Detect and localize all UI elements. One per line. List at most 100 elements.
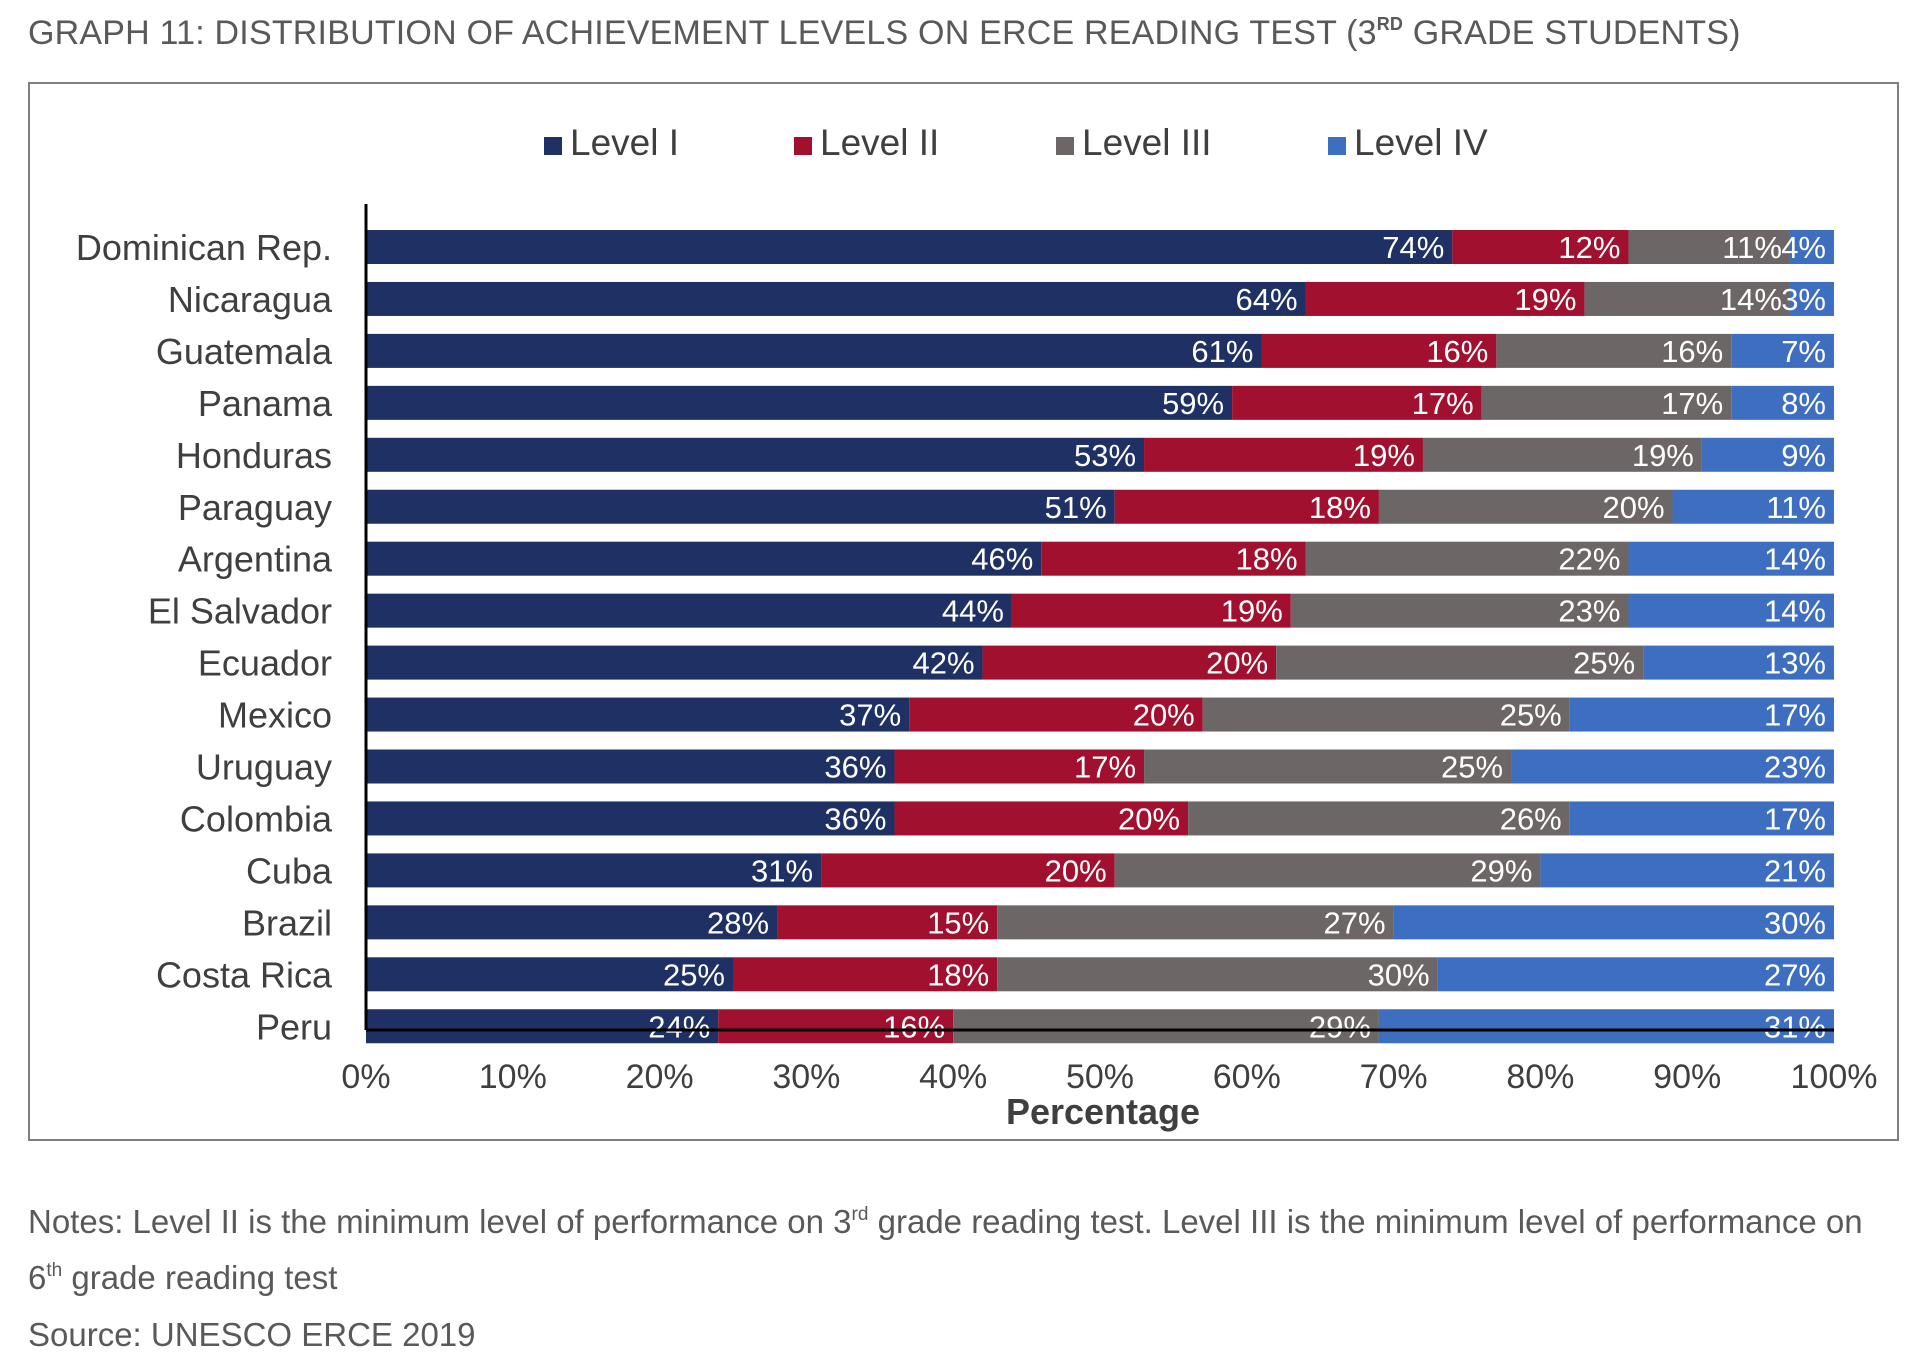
bar-segment: [1628, 593, 1834, 628]
data-label: 11%: [1766, 490, 1826, 525]
bar-segment: [366, 230, 1453, 264]
bar-segment: [366, 489, 1115, 524]
bar-segment: [366, 749, 895, 784]
bar-segment: [1569, 801, 1834, 836]
bar-segment: [1496, 333, 1732, 368]
bar-segment: [718, 1009, 954, 1044]
data-label: 53%: [1074, 438, 1136, 473]
chart-frame: Level I Level II Level III Level IV Dominica…: [28, 82, 1899, 1141]
x-tick-label: 60%: [1213, 1058, 1281, 1096]
data-label: 20%: [1206, 646, 1268, 681]
x-tick-label: 0%: [341, 1058, 390, 1096]
bar-segment: [1378, 1009, 1834, 1044]
data-label: 46%: [971, 542, 1033, 577]
legend-label-level-iii: Level III: [1082, 122, 1212, 163]
bar-segment: [1672, 489, 1834, 524]
data-label: 30%: [1764, 905, 1826, 940]
bar-segment: [1511, 749, 1834, 784]
notes-superscript-2: th: [46, 1260, 63, 1281]
data-label: 14%: [1764, 594, 1826, 629]
data-label: 29%: [1470, 853, 1532, 888]
data-label: 22%: [1558, 542, 1620, 577]
bar-segment: [366, 697, 910, 732]
data-label: 27%: [1324, 905, 1386, 940]
x-tick-label: 100%: [1791, 1058, 1878, 1096]
bar-segment: [366, 957, 733, 992]
category-label-dominican-rep: Dominican Rep.: [76, 227, 332, 268]
title-text: GRAPH 11: DISTRIBUTION OF ACHIEVEMENT LE…: [28, 14, 1377, 52]
data-label: 17%: [1764, 698, 1826, 733]
notes-text-3: grade reading test: [62, 1259, 338, 1296]
data-label: 20%: [1118, 801, 1180, 836]
legend-label-level-iv: Level IV: [1354, 122, 1488, 163]
data-label: 12%: [1558, 230, 1620, 265]
legend-swatch-level-iv: [1328, 137, 1346, 155]
bar-segment: [1114, 853, 1541, 888]
bar-segment: [366, 593, 1012, 628]
notes-text-1: Notes: Level II is the minimum level of …: [28, 1203, 852, 1240]
bar-segment: [1114, 489, 1379, 524]
bar-segment: [997, 905, 1394, 940]
data-label: 30%: [1368, 957, 1430, 992]
category-label-mexico: Mexico: [218, 695, 332, 736]
bar-segment: [997, 957, 1438, 992]
category-label-guatemala: Guatemala: [156, 331, 333, 372]
x-tick-label: 30%: [772, 1058, 840, 1096]
notes-superscript-1: rd: [851, 1204, 869, 1225]
data-label: 17%: [1074, 750, 1136, 785]
bar-segment: [909, 697, 1203, 732]
data-label: 19%: [1221, 594, 1283, 629]
data-label: 26%: [1500, 801, 1562, 836]
data-label: 17%: [1661, 386, 1723, 421]
legend-label-level-ii: Level II: [820, 122, 939, 163]
bar-segment: [1481, 385, 1732, 420]
data-label: 3%: [1781, 282, 1826, 317]
category-label-colombia: Colombia: [180, 798, 333, 839]
category-label-ecuador: Ecuador: [198, 643, 332, 684]
data-label: 14%: [1764, 542, 1826, 577]
bar-segment: [1628, 541, 1834, 576]
data-label: 9%: [1781, 438, 1826, 473]
bar-segment: [1276, 645, 1644, 680]
data-label: 13%: [1764, 646, 1826, 681]
data-label: 44%: [942, 594, 1004, 629]
bar-segment: [366, 853, 822, 888]
bar-segment: [1731, 333, 1834, 368]
bar-segment: [953, 1009, 1379, 1044]
bar-segment: [1422, 437, 1702, 472]
bar-segment: [1305, 281, 1585, 316]
data-label: 16%: [1661, 334, 1723, 369]
bar-segment: [1643, 645, 1834, 680]
bar-segment: [894, 749, 1145, 784]
bar-segment: [1011, 593, 1291, 628]
category-label-honduras: Honduras: [176, 435, 332, 476]
chart-notes: Notes: Level II is the minimum level of …: [28, 1190, 1888, 1302]
category-label-costa-rica: Costa Rica: [156, 954, 333, 995]
bar-segment: [366, 281, 1306, 316]
data-label: 18%: [1309, 490, 1371, 525]
data-label: 31%: [751, 853, 813, 888]
category-label-nicaragua: Nicaragua: [168, 279, 333, 320]
bar-segment: [1569, 697, 1834, 732]
data-label: 14%: [1720, 282, 1782, 317]
data-label: 21%: [1764, 853, 1826, 888]
category-label-el-salvador: El Salvador: [148, 591, 332, 632]
category-label-paraguay: Paraguay: [178, 487, 332, 528]
data-label: 29%: [1309, 1009, 1371, 1044]
bar-segment: [366, 437, 1145, 472]
data-label: 74%: [1382, 230, 1444, 265]
bar-segment: [366, 645, 983, 680]
bar-segment: [1188, 801, 1570, 836]
bar-segment: [1305, 541, 1629, 576]
title-superscript: RD: [1376, 14, 1404, 34]
data-label: 11%: [1722, 230, 1782, 265]
data-label: 42%: [913, 646, 975, 681]
data-label: 17%: [1764, 801, 1826, 836]
bar-segment: [1202, 697, 1570, 732]
data-label: 61%: [1191, 334, 1253, 369]
chart-source: Source: UNESCO ERCE 2019: [28, 1316, 476, 1353]
bar-segment: [1731, 385, 1834, 420]
x-tick-label: 90%: [1653, 1058, 1721, 1096]
data-label: 24%: [648, 1009, 710, 1044]
data-label: 17%: [1412, 386, 1474, 421]
